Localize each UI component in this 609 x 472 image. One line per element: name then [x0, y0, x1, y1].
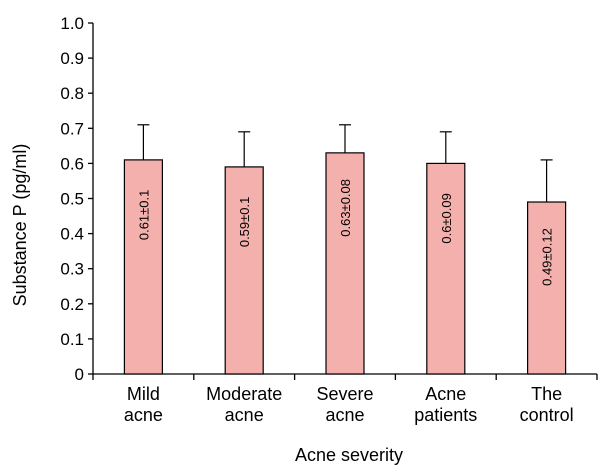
y-axis-label: Substance P (pg/ml) [10, 144, 30, 307]
y-tick-label: 0.9 [60, 49, 84, 68]
y-tick-label: 0.5 [60, 190, 84, 209]
bar [426, 162, 466, 375]
bars: 0.61±0.1 0.59±0.1 0.63±0.08 0.6±0.09 0.49±0.… [123, 124, 567, 375]
x-tick-label: acne [225, 405, 264, 425]
data-label: 0.63±0.08 [338, 179, 353, 237]
x-tick-label: Mild [127, 384, 160, 404]
y-tick-label: 0 [75, 365, 84, 384]
x-tick-label: Severe [316, 384, 373, 404]
y-tick-label: 0.3 [60, 260, 84, 279]
x-tick-label: Acne [425, 384, 466, 404]
bar [224, 166, 264, 375]
y-tick-label: 0.2 [60, 295, 84, 314]
axes: 00.10.20.30.40.50.60.70.80.91.0MildacneM… [60, 14, 598, 425]
x-tick-label: acne [325, 405, 364, 425]
data-label: 0.6±0.09 [439, 193, 454, 244]
y-tick-label: 0.4 [60, 225, 84, 244]
data-label: 0.49±0.12 [540, 228, 555, 286]
y-tick-label: 0.8 [60, 84, 84, 103]
y-tick-label: 0.6 [60, 154, 84, 173]
y-tick-label: 0.1 [60, 330, 84, 349]
x-tick-label: acne [124, 405, 163, 425]
bar [526, 201, 567, 375]
y-tick-label: 1.0 [60, 14, 84, 33]
x-tick-label: Moderate [206, 384, 282, 404]
data-label: 0.61±0.1 [136, 190, 151, 241]
x-tick-label: patients [414, 405, 477, 425]
data-label: 0.59±0.1 [237, 197, 252, 248]
bar [123, 159, 164, 375]
y-tick-label: 0.7 [60, 119, 84, 138]
bar [325, 152, 365, 375]
x-tick-label: control [520, 405, 574, 425]
x-tick-label: The [531, 384, 562, 404]
x-axis-label: Acne severity [295, 445, 403, 465]
